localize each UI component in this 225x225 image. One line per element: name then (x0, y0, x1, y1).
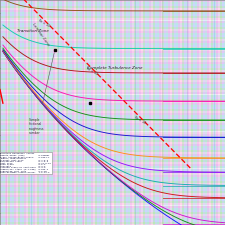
Text: Re = 10⁶: Re = 10⁶ (133, 115, 147, 125)
Text: Relative Roughness Values
smooth pipes (new)          0.000001
drawn tubing,glas: Relative Roughness Values smooth pipes (… (0, 153, 51, 173)
Text: Re = 10⁴: Re = 10⁴ (37, 18, 51, 28)
Text: Transition Zone: Transition Zone (17, 29, 49, 34)
Text: Complete Turbulence Zone: Complete Turbulence Zone (87, 66, 143, 70)
Text: Sample
frictional
roughness
number: Sample frictional roughness number (29, 118, 44, 135)
Text: Re = 10⁵: Re = 10⁵ (85, 67, 99, 77)
Text: Laminar Zone: Laminar Zone (31, 22, 50, 47)
